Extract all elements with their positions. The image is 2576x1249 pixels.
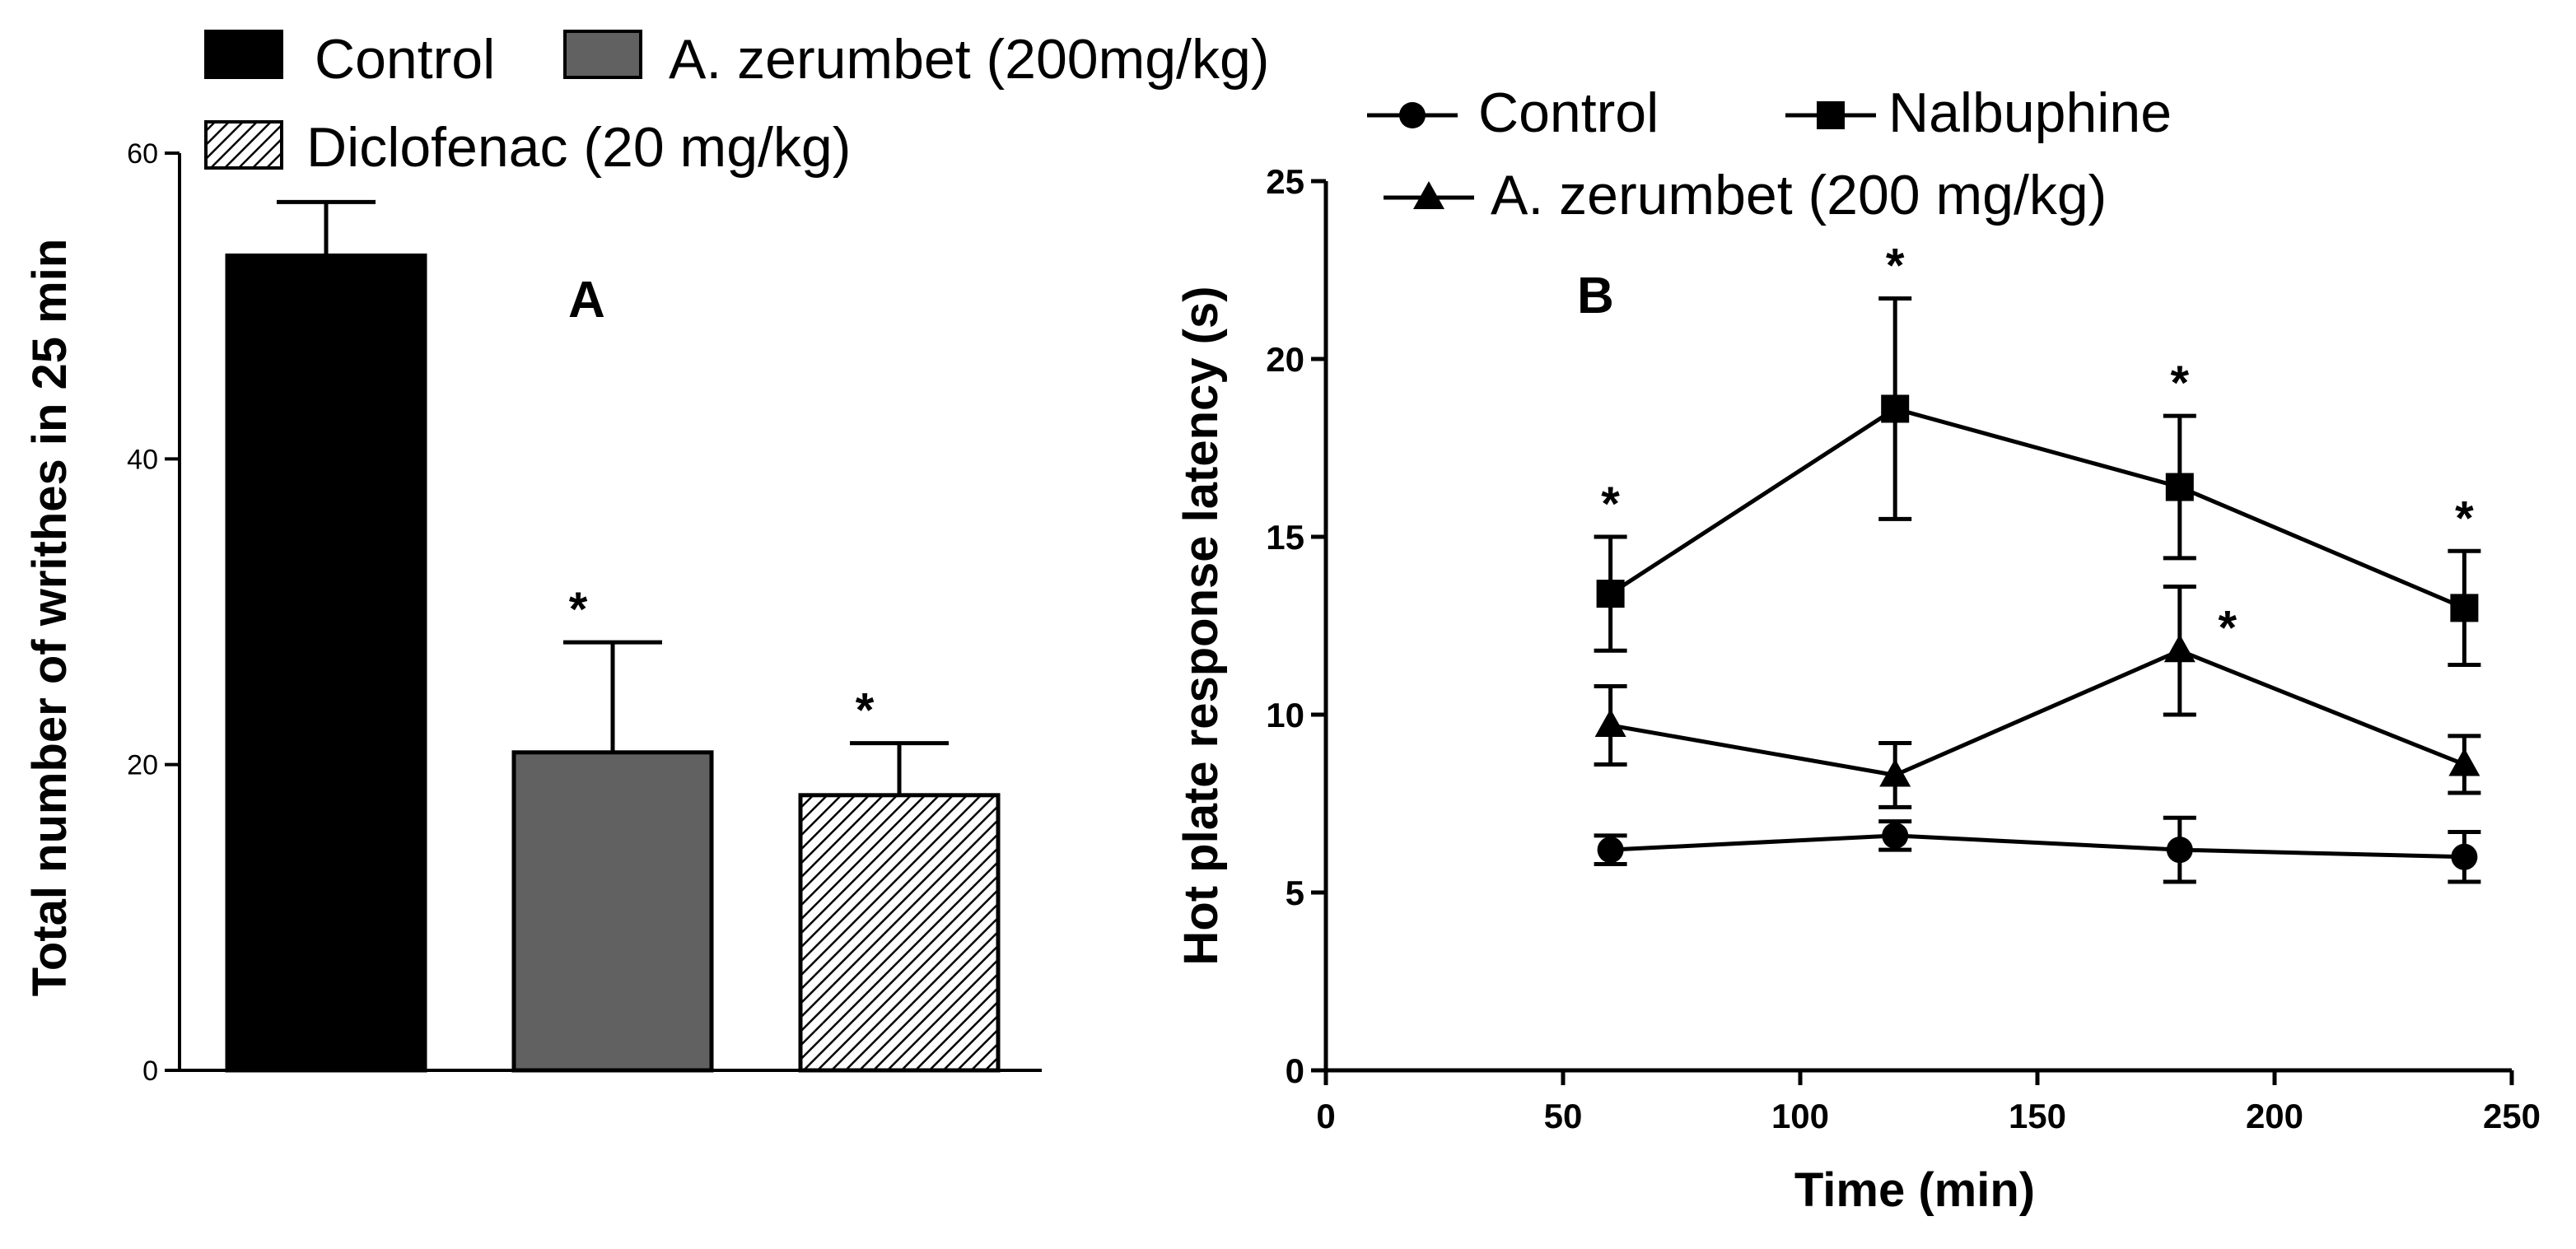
panel-a-y-axis-title: Total number of writhes in 25 min	[23, 239, 77, 997]
marker-control	[1882, 822, 1909, 849]
panel-b-significance-marks: * * * * *	[1601, 240, 2474, 655]
bar-a-zerumbet-200mg-kg	[511, 750, 714, 1073]
marker-nalbuphine	[1596, 580, 1625, 608]
legend-swatch-diclofenac-20-mg-kg	[204, 120, 283, 170]
significance-star-a-zerumbet-200mg-kg: *	[569, 583, 588, 636]
panel-b-label: B	[1577, 268, 1614, 324]
panel-b-x-tick-label: 50	[1544, 1097, 1583, 1135]
significance-star-diclofenac-20-mg-kg: *	[856, 684, 875, 738]
panel-a-y-ticks: 0 20 40 60	[127, 138, 180, 1087]
panel-b-x-axis-title: Time (min)	[1794, 1163, 2035, 1217]
panel-b-error-bars	[1594, 296, 2481, 884]
panel-a-label: A	[568, 272, 605, 329]
panel-b-markers	[1594, 394, 2480, 870]
legend-marker-control	[1399, 102, 1426, 128]
panel-a-y-tick-label: 60	[127, 138, 158, 170]
legend-label-a-zerumbet-200mg-kg: A. zerumbet (200mg/kg)	[669, 28, 1269, 91]
marker-a-zerumbet-200-mg-kg	[1594, 708, 1626, 737]
marker-nalbuphine	[1881, 394, 1910, 423]
panel-b-y-tick-label: 10	[1266, 696, 1304, 734]
panel-b-x-tick-label: 0	[1316, 1097, 1335, 1135]
significance-star-nalbuphine: *	[1601, 478, 1620, 531]
marker-control	[2451, 843, 2478, 870]
significance-star-a-zerumbet-200-mg-kg: *	[2219, 601, 2238, 655]
legend-swatch-a-zerumbet-200mg-kg	[563, 30, 642, 79]
panel-a-y-tick-label: 0	[142, 1056, 158, 1087]
bar-diclofenac-20-mg-kg	[798, 793, 1001, 1073]
significance-star-nalbuphine: *	[2455, 492, 2474, 545]
panel-b-legend: Control Nalbuphine A. zerumbet (200 mg/kg)	[1367, 82, 2172, 226]
legend-marker-nalbuphine	[1817, 101, 1845, 129]
panel-b-x-tick-label: 150	[2009, 1097, 2066, 1135]
significance-star-nalbuphine: *	[2171, 357, 2190, 410]
panel-b-x-tick-label: 100	[1771, 1097, 1829, 1135]
marker-a-zerumbet-200-mg-kg	[2163, 634, 2196, 663]
significance-star-nalbuphine: *	[1886, 240, 1905, 293]
marker-a-zerumbet-200-mg-kg	[1879, 758, 1911, 787]
panel-b-y-tick-label: 5	[1286, 874, 1304, 912]
panel-b-series-lines	[1609, 406, 2466, 860]
legend-label-a-zerumbet-200-mg-kg: A. zerumbet (200 mg/kg)	[1491, 164, 2107, 226]
panel-a-legend: Control A. zerumbet (200mg/kg) Diclofenac …	[204, 28, 1269, 179]
panel-b-x-tick-label: 200	[2246, 1097, 2303, 1135]
panel-b-y-tick-label: 25	[1266, 162, 1304, 201]
panel-a-error-bars	[277, 199, 949, 795]
panel-b-axes	[1323, 181, 2512, 1073]
legend-marker-a-zerumbet-200-mg-kg	[1413, 181, 1444, 209]
panel-a-y-tick-label: 20	[127, 750, 158, 781]
series-line-nalbuphine	[1609, 406, 2466, 610]
panel-a-significance-marks: **	[569, 583, 875, 738]
panel-a-bars	[225, 253, 1001, 1073]
series-line-a-zerumbet-200-mg-kg	[1610, 648, 2466, 778]
panel-b-y-tick-label: 15	[1266, 518, 1304, 557]
marker-nalbuphine	[2165, 473, 2194, 501]
legend-label-diclofenac-20-mg-kg: Diclofenac (20 mg/kg)	[306, 116, 851, 179]
marker-control	[2166, 837, 2193, 864]
bar-control	[225, 253, 427, 1073]
panel-b: Control Nalbuphine A. zerumbet (200 mg/kg)…	[1174, 82, 2541, 1217]
legend-label-control: Control	[315, 28, 495, 91]
panel-b-x-tick-label: 250	[2483, 1097, 2541, 1135]
panel-b-y-axis-title: Hot plate response latency (s)	[1174, 286, 1228, 965]
panel-a: Control A. zerumbet (200mg/kg) Diclofenac …	[23, 28, 1269, 1087]
series-line-control	[1610, 833, 2465, 860]
panel-b-y-tick-label: 20	[1266, 340, 1304, 379]
marker-a-zerumbet-200-mg-kg	[2448, 748, 2480, 776]
marker-control	[1597, 837, 1624, 864]
legend-label-nalbuphine: Nalbuphine	[1888, 82, 2172, 144]
marker-nalbuphine	[2450, 594, 2479, 622]
legend-swatch-control	[204, 30, 283, 79]
panel-a-y-tick-label: 40	[127, 444, 158, 475]
panel-b-y-tick-label: 0	[1286, 1051, 1304, 1090]
legend-label-control: Control	[1478, 82, 1659, 144]
